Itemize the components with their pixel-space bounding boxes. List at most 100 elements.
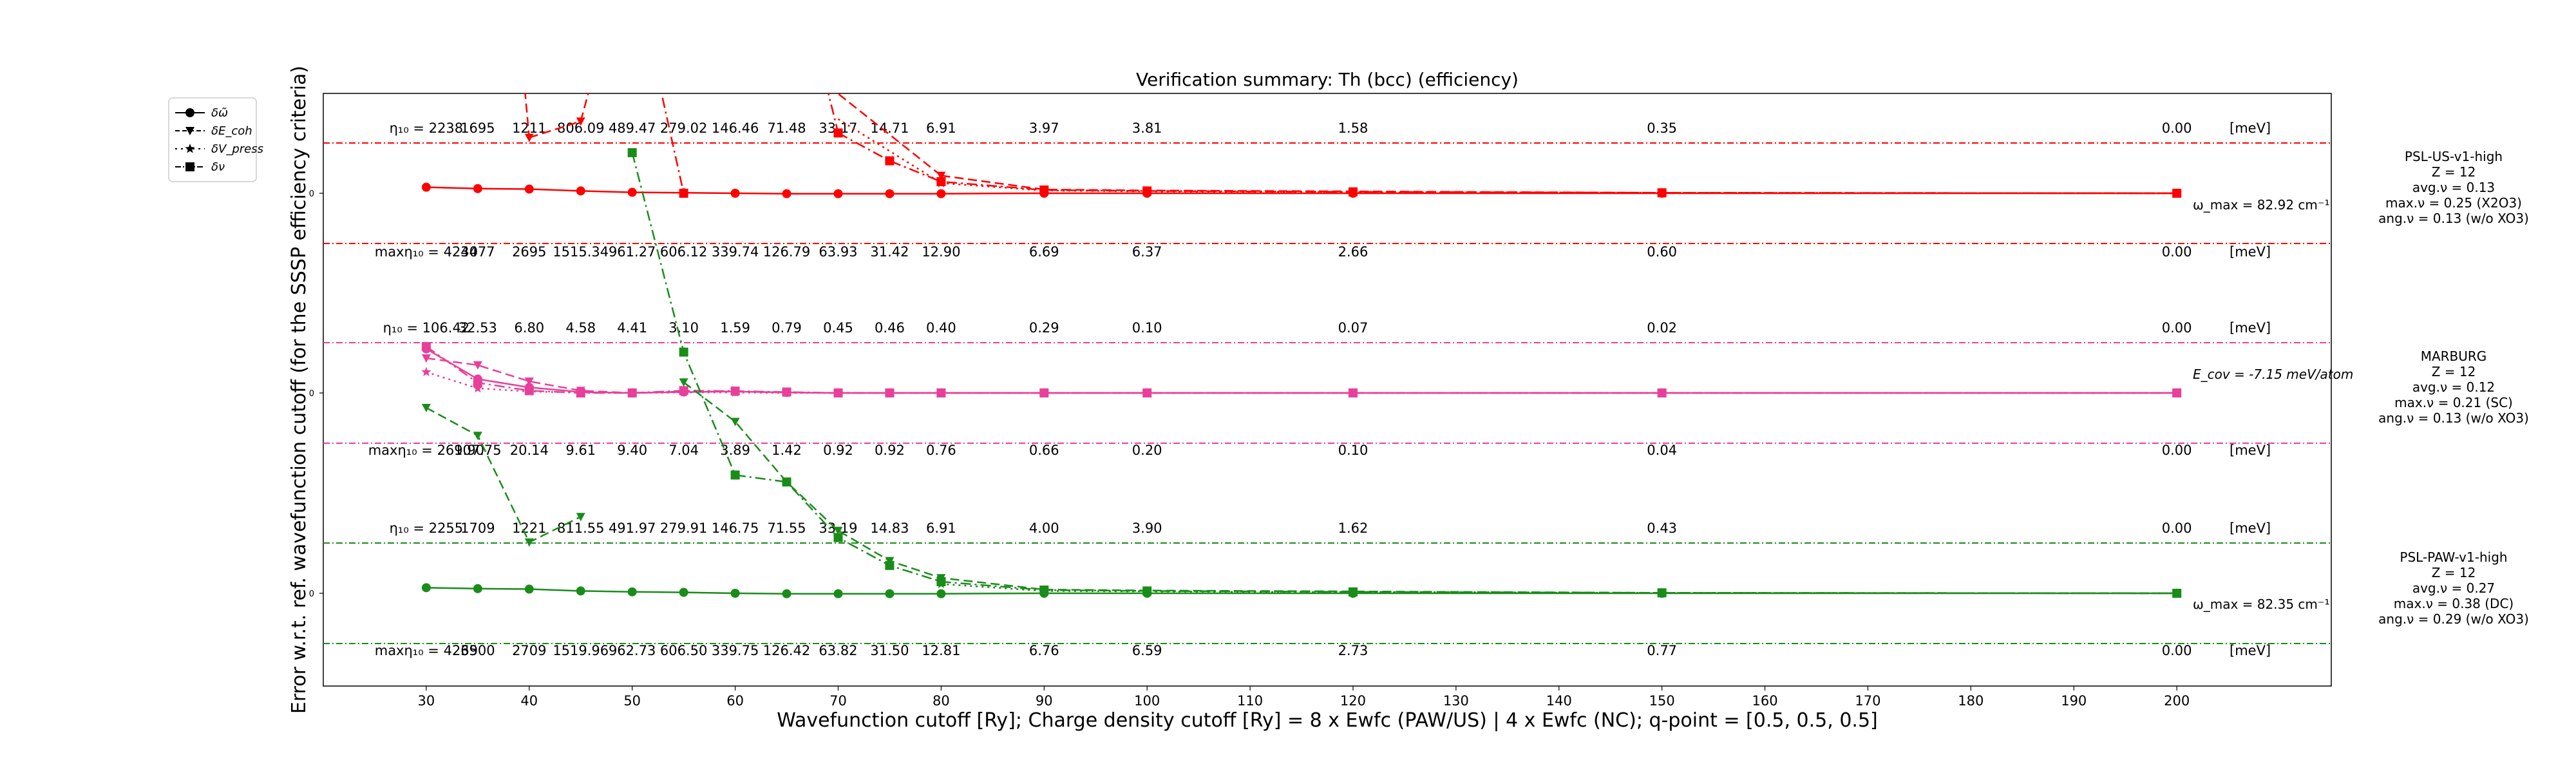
eta-value: 14.71 [870,120,909,136]
series-ecoh-line [426,357,2177,394]
eta-value: 1695 [460,120,495,136]
series-omega-line [426,587,2177,595]
max-eta-label: maxη₁₀ = 269.90 [368,443,484,458]
eta-value: 1.58 [1338,120,1368,136]
series-omega-marker [1348,388,1358,397]
max-eta-value: 0.76 [926,443,956,458]
pseudo-info-line: PSL-US-v1-high [2405,149,2503,164]
max-eta-value: 2695 [512,244,546,260]
max-eta-value: 0.77 [1647,643,1677,658]
max-eta-value: 0.04 [1647,443,1677,458]
series-nu-marker [936,177,946,186]
pseudo-info-line: Z = 12 [2432,164,2476,180]
eta-label: η₁₀ = 2238 [390,120,464,136]
series-omega-marker [1657,589,1667,598]
eta-value: 1221 [512,520,546,536]
max-eta-value: 12.81 [922,643,960,658]
max-eta-value: 2.66 [1338,244,1368,260]
unit-label: [meV] [2230,520,2271,536]
series-ecoh-line [524,93,531,138]
eta-value: 3.90 [1132,520,1162,536]
eta-value: 0.02 [1647,320,1677,336]
series-omega-marker [936,589,946,598]
max-eta-value: 31.42 [870,244,909,260]
max-eta-value: 12.90 [922,244,960,260]
eta-value: 489.47 [609,120,656,136]
series-omega-marker [576,186,585,196]
series-omega-marker [1039,589,1049,598]
series-omega-marker [524,383,534,392]
eta-value: 0.00 [2162,520,2192,536]
series-layer [421,93,2182,598]
x-tick-label: 70 [829,693,847,709]
series-omega-marker [473,584,482,593]
series-omega-marker [679,387,688,397]
series-ecoh-marker [833,526,843,535]
eta-value: 0.45 [823,320,853,336]
series-omega-marker [627,388,637,397]
chart-title: Verification summary: Th (bcc) (efficien… [1136,69,1519,90]
legend-box [168,97,257,182]
pseudo-info-line: ang.ν = 0.29 (w/o XO3) [2378,611,2529,627]
series-nu-marker [782,477,791,487]
legend-label: δV_press [211,142,263,156]
series-ecoh-line [426,381,2177,595]
series-omega-marker [782,189,791,198]
series-ecoh-marker [524,133,534,142]
eta-value: 32.53 [459,320,497,336]
eta-label: η₁₀ = 2255 [390,520,464,536]
eta-label: η₁₀ = 106.42 [383,320,470,336]
max-eta-value: 63.93 [819,244,857,260]
series-omega-marker [1142,388,1152,397]
x-tick-label: 130 [1443,693,1469,709]
x-axis-label: Wavefunction cutoff [Ry]; Charge density… [777,709,1878,732]
max-eta-value: 2709 [512,643,546,658]
series-omega-marker [885,589,895,598]
pseudo-info-line: PSL-PAW-v1-high [2400,549,2507,565]
legend-marker-omega [185,108,194,117]
series-omega-line [426,348,2177,394]
max-eta-value: 0.10 [1338,443,1368,458]
unit-label: [meV] [2230,643,2271,658]
series-omega-marker [576,586,585,596]
side-note: E_cov = -7.15 meV/atom [2193,367,2353,382]
x-tick-label: 30 [418,693,435,709]
series-omega-marker [1039,189,1049,198]
series-nu-line [660,93,685,194]
series-omega-marker [524,184,534,194]
eta-value: 0.29 [1029,320,1059,336]
max-eta-value: 1.42 [772,443,802,458]
pseudo-info-line: MARBURG [2421,348,2487,364]
x-tick-label: 150 [1649,693,1675,709]
series-omega-marker [1348,589,1358,598]
x-tick-label: 60 [726,693,744,709]
series-nu-line [426,345,2177,394]
eta-value: 0.46 [875,320,905,336]
series-omega-marker [524,584,534,594]
eta-value: 0.40 [926,320,956,336]
series-omega-marker [730,589,740,598]
x-tick-label: 160 [1752,693,1778,709]
x-tick-label: 120 [1340,693,1366,709]
x-tick-label: 140 [1546,693,1572,709]
series-nu-marker [936,577,946,586]
series-omega-marker [1142,589,1152,598]
series-omega-marker [782,589,791,598]
series-omega-marker [730,189,740,198]
series-omega-marker [782,388,791,397]
series-vpress-marker [421,367,431,377]
series-ecoh-marker [421,354,431,363]
legend-marker-vpress [185,144,195,153]
x-tick-label: 190 [2061,693,2087,709]
series-omega-marker [833,388,843,397]
max-eta-value: 126.79 [763,244,810,260]
x-tick-label: 80 [933,693,950,709]
series-nu-marker [627,148,637,157]
max-eta-value: 6.69 [1029,244,1059,260]
eta-value: 1.59 [720,320,750,336]
series-omega-marker [421,583,431,593]
pseudo-info-line: max.ν = 0.21 (SC) [2394,395,2513,410]
legend: δω̃ δE_coh δV_press δν [168,97,263,182]
